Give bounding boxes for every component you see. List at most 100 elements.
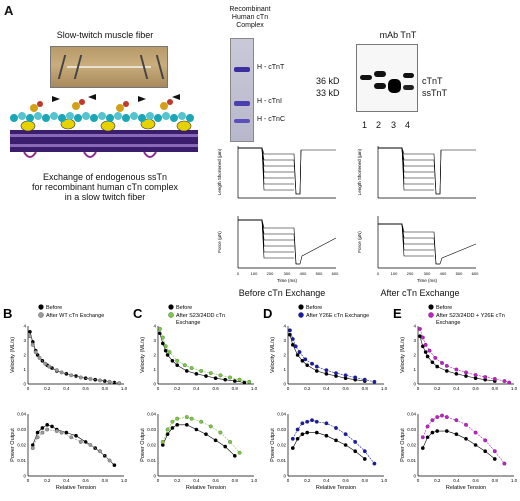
legend-label-after: After S23/24DD + Y26E cTn <box>436 313 505 319</box>
data-point <box>324 368 329 373</box>
data-point <box>315 369 319 373</box>
x-tick-label: 0.8 <box>102 478 109 483</box>
data-point <box>445 369 449 373</box>
series-line <box>162 424 236 457</box>
legend-label-before: Before <box>306 305 322 311</box>
y-tick-label: 4 <box>283 324 286 329</box>
panel-letter-e: E <box>393 306 402 321</box>
data-point <box>353 439 358 444</box>
y-tick-label: 4 <box>23 324 26 329</box>
data-point <box>163 344 168 349</box>
y-tick-label: 0.01 <box>407 458 416 463</box>
data-point <box>300 359 305 363</box>
force-traces <box>378 223 477 265</box>
svg-text:600: 600 <box>332 271 339 276</box>
data-point <box>35 435 40 440</box>
y-tick-label: 0.01 <box>17 458 26 463</box>
force-ylabel-after: Force (µN) <box>357 231 362 253</box>
band-ctnt <box>234 67 250 72</box>
velocity-plot: 0 1 2 3 4 0 0.2 0.4 0.6 0.8 1.0 Velocity (ML/s) <box>140 324 258 392</box>
x-tick-label: 0.8 <box>492 386 499 391</box>
x-tick-label: 0 <box>157 386 160 391</box>
time-label-after: Time (ms) <box>417 278 438 283</box>
velocity-plot: 0 1 2 3 4 0 0.2 0.4 0.6 0.8 1.0 Velocity (ML/s) <box>270 324 388 392</box>
data-point <box>483 438 488 443</box>
data-point <box>310 418 314 423</box>
svg-text:200: 200 <box>267 271 274 276</box>
data-point <box>435 415 440 420</box>
data-point <box>464 370 468 375</box>
x-tick-label: 1.0 <box>121 386 128 391</box>
data-point <box>184 415 189 420</box>
series-line <box>292 432 365 460</box>
series-line <box>419 328 510 383</box>
y-tick-label: 2 <box>413 353 416 358</box>
y-tick-label: 2 <box>153 353 156 358</box>
thick-filament <box>10 130 198 152</box>
x-tick-label: 0.8 <box>102 386 109 391</box>
complex-title: Recombinant Human cTn Complex <box>212 6 288 30</box>
y-tick-label: 0.02 <box>147 443 156 448</box>
data-point <box>218 430 223 435</box>
data-point <box>175 423 179 427</box>
data-point <box>98 449 102 454</box>
data-point <box>27 334 32 339</box>
x-tick-label: 0 <box>417 478 420 483</box>
panel-e-plots: E Before After S23/24DD + Y26E cTnExchange… <box>393 304 518 491</box>
x-tick-label: 0.6 <box>472 478 479 483</box>
data-point <box>420 435 425 440</box>
y-tick-label: 0 <box>23 382 26 387</box>
data-point <box>290 337 295 341</box>
data-point <box>78 439 83 444</box>
panel-d: D Before After Y26E cTn Exchange 0 1 2 3 4 0 0.2 0… <box>262 300 390 501</box>
data-point <box>69 373 74 378</box>
svg-text:0: 0 <box>237 271 240 276</box>
data-point <box>233 379 237 383</box>
data-point <box>189 416 194 421</box>
data-point <box>47 364 52 369</box>
svg-text:500: 500 <box>456 271 463 276</box>
exchange-caption-line-3: in a slow twitch fiber <box>64 192 146 202</box>
force-traces <box>238 219 337 265</box>
x-tick-label: 1.0 <box>381 478 388 483</box>
data-point <box>165 353 170 357</box>
data-point <box>440 361 444 365</box>
data-point <box>208 371 213 376</box>
panel-letter-a: A <box>4 3 14 18</box>
data-point <box>425 435 430 440</box>
data-point <box>421 446 425 450</box>
exchange-caption-line-1: Exchange of endogenous ssTn <box>42 172 168 182</box>
velocity-plot: 0 1 2 3 4 0 0.2 0.4 0.6 0.8 1.0 Velocity (ML/s) <box>10 324 128 392</box>
data-point <box>433 355 438 360</box>
data-point <box>290 436 295 441</box>
cross-bridge-motifs <box>23 151 157 158</box>
y-tick-label: 3 <box>283 338 286 343</box>
data-point <box>228 439 232 444</box>
x-tick-label: 0.2 <box>434 478 441 483</box>
panel-b: B Before After WT cTn Exchange 0 1 2 3 4 0 0.2 0.4… <box>2 300 130 501</box>
data-point <box>170 426 175 430</box>
data-point <box>295 353 300 357</box>
data-point <box>175 363 179 367</box>
x-tick-label: 0 <box>287 478 290 483</box>
x-tick-label: 0 <box>287 386 290 391</box>
y-axis-label: Power Output <box>140 428 146 462</box>
data-point <box>204 374 208 378</box>
data-point <box>287 328 292 333</box>
data-point <box>59 370 64 375</box>
legend-marker-before <box>168 304 174 310</box>
data-point <box>300 432 305 436</box>
legend-label-after-cont: Exchange <box>436 320 460 326</box>
exchange-arrows <box>52 94 180 102</box>
data-point <box>492 377 497 381</box>
x-tick-label: 0.4 <box>323 478 330 483</box>
legend-label-after-cont: Exchange <box>176 320 200 326</box>
data-point <box>30 342 35 347</box>
data-point <box>45 427 50 432</box>
data-point <box>69 435 74 440</box>
data-point <box>305 363 309 367</box>
data-point <box>483 375 488 379</box>
fiber-photo <box>50 46 168 88</box>
length-traces <box>238 147 336 195</box>
data-point <box>303 357 308 362</box>
